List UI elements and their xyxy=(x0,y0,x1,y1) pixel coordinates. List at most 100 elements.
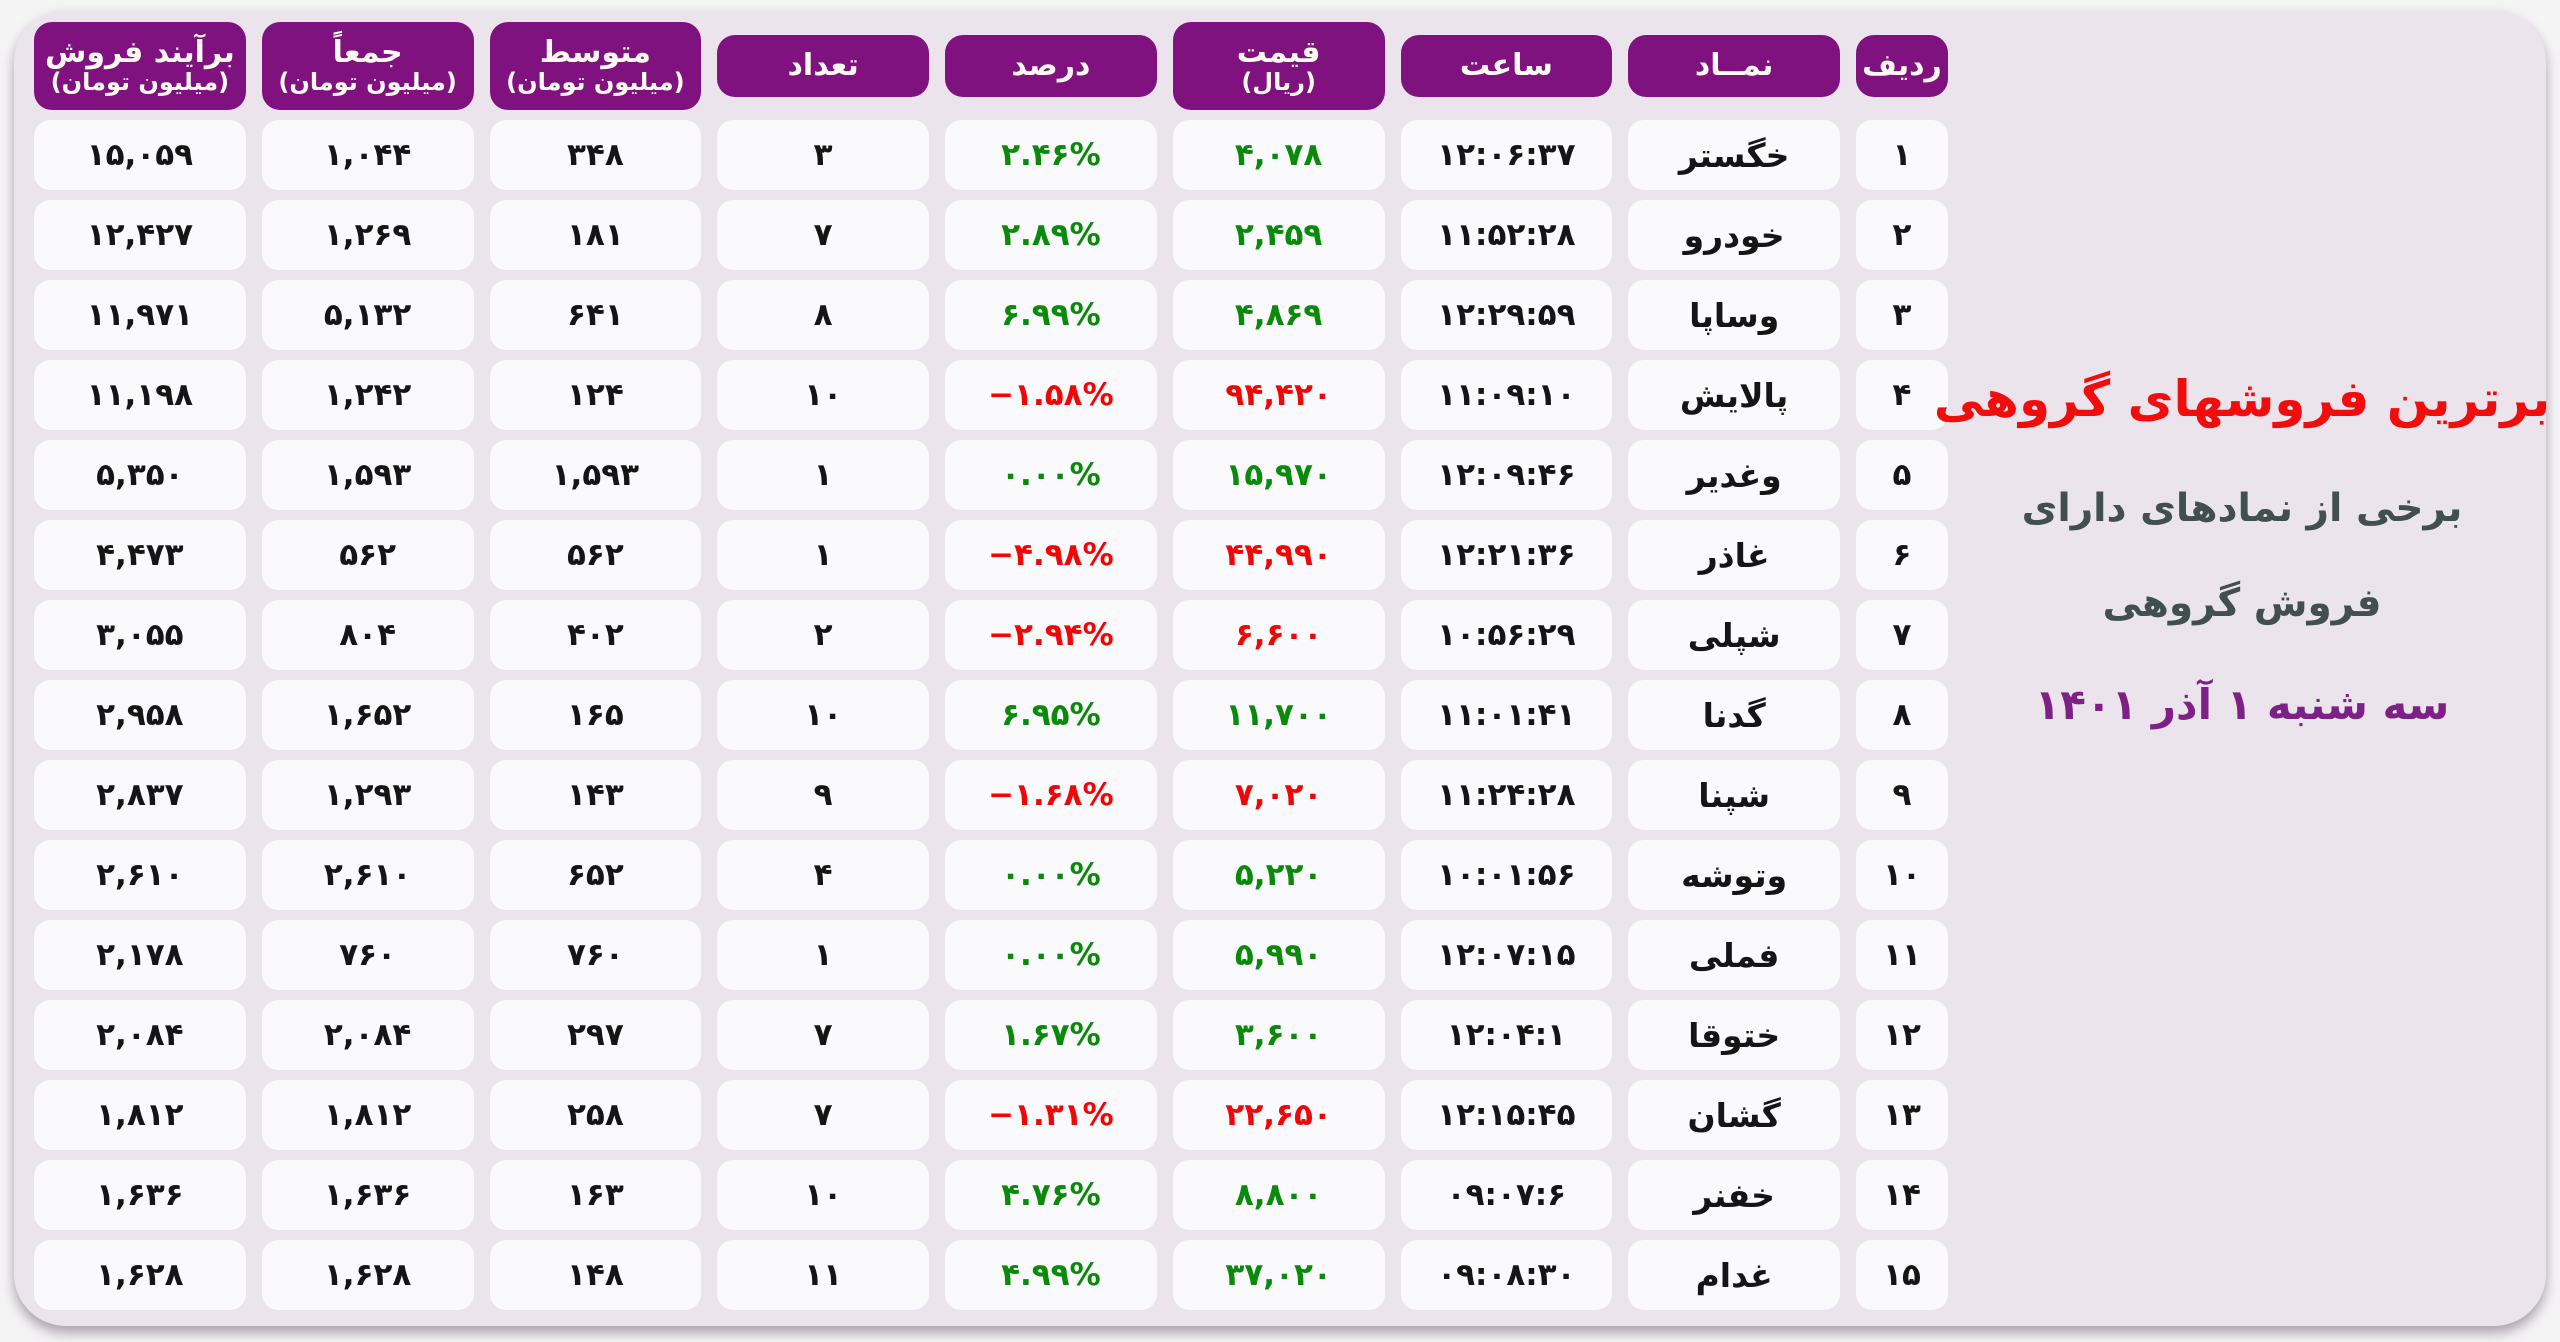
sales-table: ردیف نمــاد ساعت قیمت (ریال) درصد تعداد متوسط (م… xyxy=(34,22,1948,1310)
column-header-namad: نمــاد xyxy=(1628,22,1840,110)
cell-gheymat: ۱۵,۹۷۰ xyxy=(1172,440,1385,510)
cell-darsad: ۴.۷۶% xyxy=(945,1160,1157,1230)
cell-radif: ۱۳ xyxy=(1856,1080,1948,1150)
cell-radif: ۱۰ xyxy=(1856,840,1948,910)
cell-baraynd: ۲,۸۳۷ xyxy=(34,760,246,830)
cell-gheymat: ۲۲,۶۵۰ xyxy=(1172,1080,1385,1150)
cell-namad: وتوشه xyxy=(1628,840,1840,910)
cell-tedad: ۴ xyxy=(717,840,929,910)
header-pill-tedad: تعداد xyxy=(717,35,929,97)
cell-gheymat: ۶,۶۰۰ xyxy=(1172,600,1385,670)
cell-jaman: ۵۶۲ xyxy=(261,520,474,590)
cell-jaman: ۱,۶۵۲ xyxy=(261,680,474,750)
column-header-tedad: تعداد xyxy=(717,22,929,110)
header-pill-darsad: درصد xyxy=(945,35,1157,97)
cell-baraynd: ۲,۹۵۸ xyxy=(34,680,246,750)
cell-namad: فملی xyxy=(1628,920,1840,990)
cell-motevaset: ۷۶۰ xyxy=(489,920,702,990)
cell-gheymat: ۵,۲۲۰ xyxy=(1172,840,1385,910)
header-pill-radif: ردیف xyxy=(1856,35,1948,97)
cell-radif: ۱۵ xyxy=(1856,1240,1948,1310)
cell-namad: وغدیر xyxy=(1628,440,1840,510)
cell-baraynd: ۴,۴۷۳ xyxy=(34,520,246,590)
column-header-radif: ردیف xyxy=(1856,22,1948,110)
cell-radif: ۹ xyxy=(1856,760,1948,830)
cell-jaman: ۱,۵۹۳ xyxy=(261,440,474,510)
cell-baraynd: ۱۱,۹۷۱ xyxy=(34,280,246,350)
cell-baraynd: ۱۵,۰۵۹ xyxy=(34,120,246,190)
cell-baraynd: ۲,۰۸۴ xyxy=(34,1000,246,1070)
cell-jaman: ۲,۰۸۴ xyxy=(261,1000,474,1070)
cell-namad: شپنا xyxy=(1628,760,1840,830)
cell-darsad: −۱.۵۸% xyxy=(945,360,1157,430)
cell-saat: ۱۰:۰۱:۵۶ xyxy=(1400,840,1613,910)
cell-gheymat: ۴,۰۷۸ xyxy=(1172,120,1385,190)
cell-saat: ۱۱:۲۴:۲۸ xyxy=(1400,760,1613,830)
cell-motevaset: ۲۹۷ xyxy=(489,1000,702,1070)
cell-jaman: ۱,۲۶۹ xyxy=(261,200,474,270)
cell-jaman: ۵,۱۳۲ xyxy=(261,280,474,350)
cell-motevaset: ۱,۵۹۳ xyxy=(489,440,702,510)
cell-jaman: ۱,۶۲۸ xyxy=(261,1240,474,1310)
cell-darsad: −۴.۹۸% xyxy=(945,520,1157,590)
cell-radif: ۱۲ xyxy=(1856,1000,1948,1070)
cell-namad: غاذر xyxy=(1628,520,1840,590)
cell-radif: ۵ xyxy=(1856,440,1948,510)
cell-gheymat: ۸,۸۰۰ xyxy=(1172,1160,1385,1230)
cell-saat: ۱۲:۲۱:۳۶ xyxy=(1400,520,1613,590)
cell-tedad: ۱ xyxy=(717,440,929,510)
cell-saat: ۱۲:۰۶:۳۷ xyxy=(1400,120,1613,190)
cell-tedad: ۱۱ xyxy=(717,1240,929,1310)
cell-jaman: ۱,۶۳۶ xyxy=(261,1160,474,1230)
cell-baraynd: ۱۱,۱۹۸ xyxy=(34,360,246,430)
cell-namad: ختوقا xyxy=(1628,1000,1840,1070)
cell-saat: ۱۲:۱۵:۴۵ xyxy=(1400,1080,1613,1150)
cell-tedad: ۷ xyxy=(717,1080,929,1150)
cell-motevaset: ۱۶۳ xyxy=(489,1160,702,1230)
cell-jaman: ۷۶۰ xyxy=(261,920,474,990)
table-area: ردیف نمــاد ساعت قیمت (ریال) درصد تعداد متوسط (م… xyxy=(14,10,1954,1326)
cell-motevaset: ۴۰۲ xyxy=(489,600,702,670)
cell-radif: ۱۱ xyxy=(1856,920,1948,990)
header-pill-saat: ساعت xyxy=(1400,35,1613,97)
cell-motevaset: ۲۵۸ xyxy=(489,1080,702,1150)
cell-darsad: ۲.۸۹% xyxy=(945,200,1157,270)
cell-gheymat: ۴۴,۹۹۰ xyxy=(1172,520,1385,590)
column-header-darsad: درصد xyxy=(945,22,1157,110)
cell-namad: خفنر xyxy=(1628,1160,1840,1230)
cell-namad: غدام xyxy=(1628,1240,1840,1310)
cell-darsad: −۲.۹۴% xyxy=(945,600,1157,670)
cell-baraynd: ۱,۶۲۸ xyxy=(34,1240,246,1310)
cell-darsad: ۰.۰۰% xyxy=(945,840,1157,910)
cell-baraynd: ۱,۸۱۲ xyxy=(34,1080,246,1150)
cell-namad: شپلی xyxy=(1628,600,1840,670)
cell-jaman: ۱,۸۱۲ xyxy=(261,1080,474,1150)
cell-jaman: ۱,۰۴۴ xyxy=(261,120,474,190)
cell-radif: ۳ xyxy=(1856,280,1948,350)
column-header-saat: ساعت xyxy=(1400,22,1613,110)
date-label: سه شنبه ۱ آذر ۱۴۰۱ xyxy=(2034,679,2450,729)
cell-motevaset: ۶۴۱ xyxy=(489,280,702,350)
cell-namad: خودرو xyxy=(1628,200,1840,270)
cell-namad: خگستر xyxy=(1628,120,1840,190)
cell-saat: ۱۲:۰۷:۱۵ xyxy=(1400,920,1613,990)
cell-baraynd: ۱۲,۴۲۷ xyxy=(34,200,246,270)
cell-motevaset: ۱۴۸ xyxy=(489,1240,702,1310)
cell-tedad: ۱۰ xyxy=(717,360,929,430)
cell-tedad: ۷ xyxy=(717,1000,929,1070)
cell-darsad: ۶.۹۵% xyxy=(945,680,1157,750)
cell-namad: گشان xyxy=(1628,1080,1840,1150)
header-pill-baraynd: برآیند فروش (میلیون تومان) xyxy=(34,22,246,110)
cell-tedad: ۱ xyxy=(717,520,929,590)
cell-radif: ۸ xyxy=(1856,680,1948,750)
cell-gheymat: ۹۴,۴۲۰ xyxy=(1172,360,1385,430)
cell-baraynd: ۱,۶۳۶ xyxy=(34,1160,246,1230)
cell-gheymat: ۳,۶۰۰ xyxy=(1172,1000,1385,1070)
column-header-gheymat: قیمت (ریال) xyxy=(1172,22,1385,110)
cell-namad: وساپا xyxy=(1628,280,1840,350)
column-header-jaman: جمعاً (میلیون تومان) xyxy=(261,22,474,110)
page-title: برترین فروشهای گروهی xyxy=(1933,369,2551,428)
cell-darsad: ۴.۹۹% xyxy=(945,1240,1157,1310)
cell-darsad: ۶.۹۹% xyxy=(945,280,1157,350)
cell-jaman: ۱,۲۹۳ xyxy=(261,760,474,830)
